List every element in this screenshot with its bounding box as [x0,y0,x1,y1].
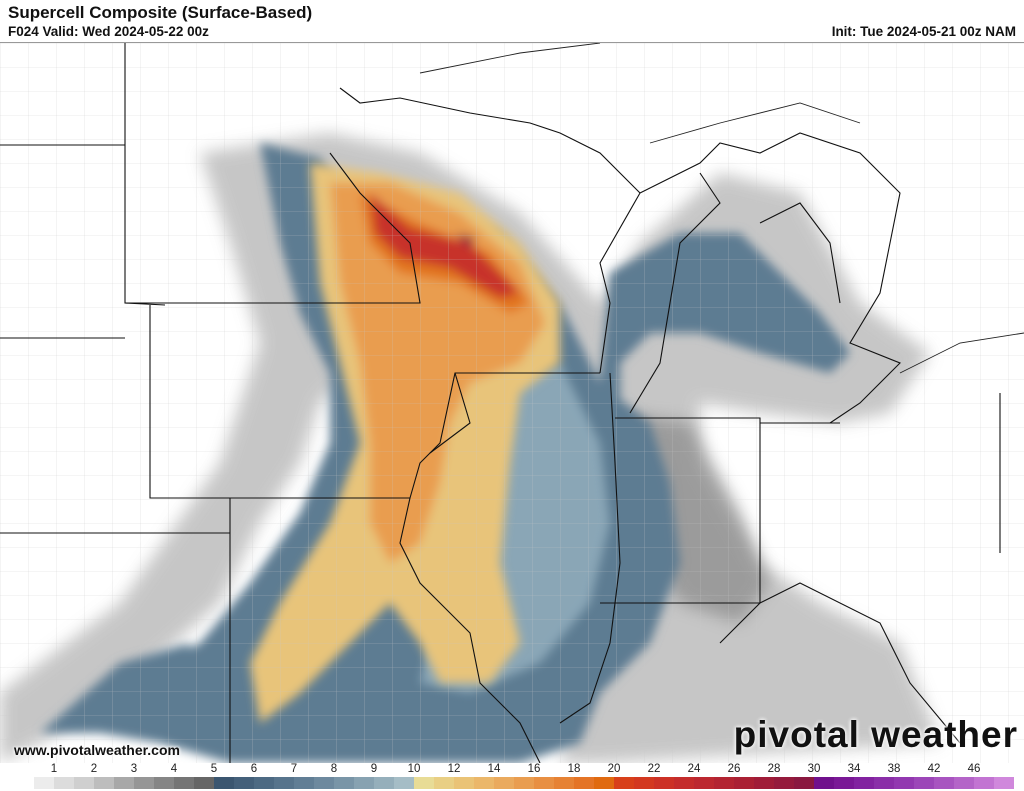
colorbar-label: 12 [447,763,461,775]
colorbar-label: 5 [210,763,218,775]
colorbar-segment [74,777,94,789]
colorbar-segment [214,777,234,789]
colorbar-segment [194,777,214,789]
colorbar-label: 3 [130,763,138,775]
colorbar-segment [174,777,194,789]
colorbar-segment [474,777,494,789]
colorbar-segment [574,777,594,789]
colorbar-label: 14 [487,763,501,775]
colorbar-label: 20 [607,763,621,775]
colorbar-segment [354,777,374,789]
colorbar-segment [894,777,914,789]
colorbar-segment [94,777,114,789]
colorbar-segment [114,777,134,789]
colorbar-segment [414,777,434,789]
colorbar-label: 2 [90,763,98,775]
colorbar-segment [714,777,734,789]
weather-map [0,42,1024,763]
colorbar-labels: 1 2 3 4 5 6 7 8 9 10 12 14 16 18 20 22 24 26 28 30 34 38 42 46 [0,763,1024,777]
colorbar-segment [234,777,254,789]
colorbar-segment [934,777,954,789]
website-label: www.pivotalweather.com [14,742,180,758]
colorbar-label: 26 [727,763,741,775]
colorbar-segment [834,777,854,789]
colorbar-segment [14,777,34,789]
colorbar-label: 38 [887,763,901,775]
county-lines [0,43,1024,763]
init-time: Init: Tue 2024-05-21 00z NAM [831,24,1016,39]
colorbar-label: 7 [290,763,298,775]
colorbar-label: 30 [807,763,821,775]
colorbar-segment [594,777,614,789]
colorbar-label: 28 [767,763,781,775]
colorbar-label: 46 [967,763,981,775]
colorbar-segment [374,777,394,789]
colorbar-segment [334,777,354,789]
colorbar-segment [254,777,274,789]
colorbar-segment [854,777,874,789]
colorbar-segment [34,777,54,789]
map-title: Supercell Composite (Surface-Based) [8,3,313,22]
colorbar-segment [974,777,994,789]
colorbar-segment [954,777,974,789]
colorbar-label: 10 [407,763,421,775]
colorbar-segment [734,777,754,789]
colorbar-segment [614,777,634,789]
colorbar-label: 9 [370,763,378,775]
colorbar-label: 8 [330,763,338,775]
colorbar-segment [794,777,814,789]
colorbar-segment [994,777,1014,789]
colorbar-label: 6 [250,763,258,775]
colorbar-segment [54,777,74,789]
colorbar-segment [134,777,154,789]
colorbar [14,777,1014,789]
colorbar-label: 24 [687,763,701,775]
colorbar-segment [554,777,574,789]
colorbar-label: 18 [567,763,581,775]
colorbar-segment [274,777,294,789]
colorbar-segment [434,777,454,789]
colorbar-segment [754,777,774,789]
pivotal-weather-logo: pivotal weather [733,714,1018,755]
state-borders [0,43,1001,763]
colorbar-segment [394,777,414,789]
colorbar-segment [294,777,314,789]
colorbar-segment [494,777,514,789]
colorbar-label: 34 [847,763,861,775]
colorbar-segment [654,777,674,789]
colorbar-segment [774,777,794,789]
colorbar-label: 42 [927,763,941,775]
colorbar-label: 4 [170,763,178,775]
colorbar-segment [914,777,934,789]
colorbar-label: 16 [527,763,541,775]
colorbar-segment [694,777,714,789]
colorbar-segment [154,777,174,789]
colorbar-segment [314,777,334,789]
colorbar-segment [674,777,694,789]
lake-outlines [419,43,1024,374]
colorbar-segment [514,777,534,789]
colorbar-segment [454,777,474,789]
colorbar-segment [814,777,834,789]
colorbar-segment [874,777,894,789]
colorbar-segment [534,777,554,789]
valid-time: F024 Valid: Wed 2024-05-22 00z [8,24,209,39]
colorbar-segment [634,777,654,789]
colorbar-label: 22 [647,763,661,775]
colorbar-label: 1 [50,763,58,775]
